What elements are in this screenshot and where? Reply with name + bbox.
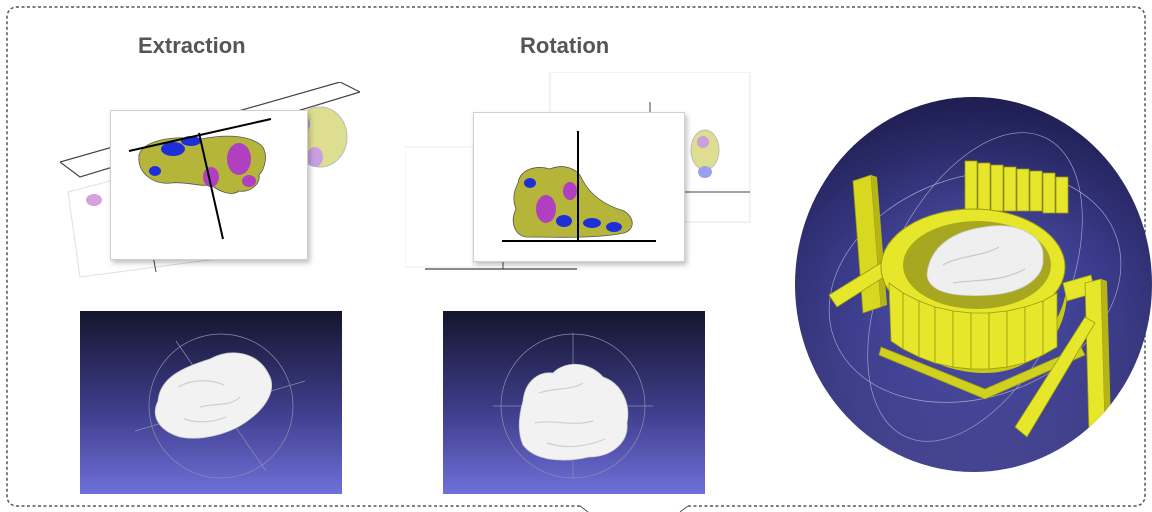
mesh-render-icon [493, 333, 653, 479]
mold-render-icon [828, 132, 1122, 442]
slice-extraction-icon [128, 118, 272, 240]
extraction-title: Extraction [138, 33, 246, 58]
rotation-slice-card [473, 112, 685, 262]
mold-3d-render [795, 97, 1152, 472]
slice-rotation-icon [502, 131, 656, 242]
rotation-mesh-render [443, 311, 705, 494]
rotation-title: Rotation [520, 33, 610, 58]
extraction-mesh-render [80, 311, 342, 494]
extraction-slice-card [110, 110, 308, 260]
mesh-render-icon [134, 333, 306, 479]
